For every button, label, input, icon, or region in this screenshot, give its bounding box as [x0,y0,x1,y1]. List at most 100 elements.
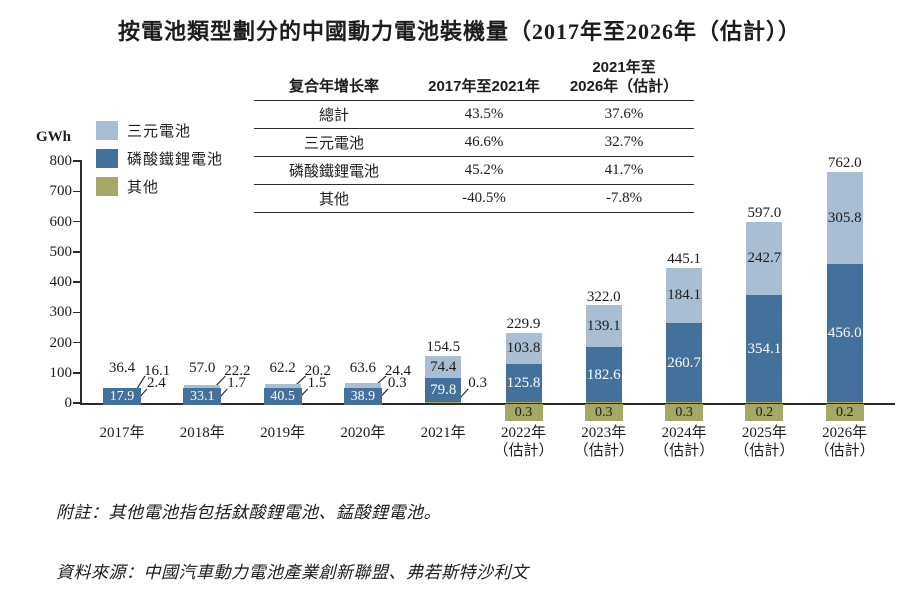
bar-segment-other [826,402,863,403]
y-tick-label-700: 700 [49,183,73,200]
x-axis-label-2024: 2024年 （估計） [654,425,715,459]
legend-label-lfp: 磷酸鐵鋰電池 [127,151,224,168]
bar-label-ternary: 74.4 [430,358,457,375]
cagr-row-label: 其他 [318,192,349,208]
legend-swatch-lfp [96,148,118,168]
bar-label-ternary: 22.2 [224,363,251,379]
bar-label-other: 1.5 [307,375,327,391]
x-axis-label-2018: 2018年 [179,425,225,441]
chart-legend: 三元電池 磷酸鐵鋰電池 其他 [96,116,223,200]
y-tick-label-400: 400 [49,274,73,290]
bar-segment-lfp [666,323,703,403]
bar-label-lfp: 125.8 [506,375,541,392]
bar-label-ternary: 184.1 [667,287,701,304]
bar-total-label: 62.2 [269,360,296,376]
x-axis-label-2025: 2025年 （估計） [734,425,795,459]
footnote-source: 資料來源：中國汽車動力電池產業創新聯盟、弗若斯特沙利文 [56,563,529,582]
y-tick-mark-100 [73,372,80,374]
bar-label-ternary: 20.2 [304,363,331,379]
bar-segment-lfp [746,295,783,403]
bar-total-label: 445.1 [667,251,701,268]
cagr-row-label: 三元電池 [303,136,364,152]
bar-label-ternary: 103.8 [506,340,541,357]
y-tick-mark-700 [73,190,80,192]
y-tick-mark-800 [73,160,80,162]
y-tick-mark-200 [73,341,80,344]
cagr-row-1: 三元電池 46.6% 32.7% [254,129,694,157]
chart-title: 按電池類型劃分的中國動力電池裝機量（2017年至2026年（估計）） [117,19,801,44]
cagr-row-value: 32.7% [604,134,644,150]
cagr-table: 复合年增长率 2017年至2021年 2021年至 2026年（估計） 總計 43… [254,58,694,213]
bar-total-label: 229.9 [506,316,541,333]
x-axis-label-2020: 2020年 [340,425,386,441]
bar-label-other: 2.4 [147,375,166,391]
x-axis-label-2022: 2022年 （估計） [493,425,554,459]
legend-item-lfp: 磷酸鐵鋰電池 [96,144,223,172]
cagr-row-value: 45.2% [464,162,504,178]
bar-segment-other [585,402,622,403]
cagr-row-value: 41.7% [604,162,644,178]
y-tick-mark-600 [73,220,80,223]
y-tick-mark-500 [73,251,80,253]
footnote-note: 附註：其他電池指包括鈦酸鋰電池、錳酸鋰電池。 [56,503,441,522]
bar-segment-ternary [585,304,622,347]
cagr-row-label: 磷酸鐵鋰電池 [288,164,379,180]
bar-segment-other [425,402,462,403]
x-axis-line [80,403,895,405]
bar-label-ternary: 24.4 [384,363,412,379]
y-tick-mark-400 [73,281,80,283]
bar-segment-lfp [826,264,863,403]
legend-label-other: 其他 [127,179,160,196]
bar-segment-ternary [746,221,783,296]
y-tick-label-300: 300 [49,304,73,321]
bar-label-lfp: 79.8 [430,382,457,399]
cagr-header-2021-2026: 2021年至 2026年（估計） [569,59,679,95]
bar-label-lfp: 33.1 [183,388,222,405]
bar-label-other: 0.3 [504,404,543,421]
bar-total-label: 63.6 [349,360,377,376]
cagr-row-label: 總計 [318,108,349,124]
y-tick-mark-0 [73,402,80,404]
bar-label-other: 0.3 [584,404,623,421]
legend-item-ternary: 三元電池 [96,116,223,144]
y-tick-label-600: 600 [49,213,73,230]
bar-segment-other [746,402,783,403]
bar-segment-ternary [505,332,542,365]
bar-label-lfp: 38.9 [343,388,382,405]
bar-segment-other [666,402,703,403]
cagr-row-value: -40.5% [462,190,506,206]
bar-label-ternary: 242.7 [747,250,782,267]
cagr-row-value: 43.5% [464,106,504,122]
y-axis-line [80,160,82,403]
y-tick-mark-300 [73,311,80,313]
bar-label-ternary: 139.1 [586,317,621,334]
bar-label-lfp: 456.0 [827,325,862,342]
cagr-row-2: 磷酸鐵鋰電池 45.2% 41.7% [254,157,694,185]
x-axis-label-2019: 2019年 [260,425,306,441]
cagr-row-value: 46.6% [464,134,504,150]
y-tick-label-500: 500 [49,243,73,260]
bar-label-other: 0.2 [825,404,864,421]
bar-segment-lfp [585,346,622,403]
cagr-header-2017-2021: 2017年至2021年 [428,78,540,95]
bar-label-other: 0.2 [745,404,784,421]
cagr-row-3: 其他 -40.5% -7.8% [254,185,694,213]
x-axis-label-2021: 2021年 [420,425,466,441]
bar-label-other: 0.3 [387,375,407,391]
x-axis-label-2017: 2017年 [99,425,145,441]
x-axis-label-2023: 2023年 （估計） [573,425,634,459]
bar-segment-ternary [425,355,462,379]
bar-label-ternary: 16.1 [144,363,171,379]
y-axis-unit-label: GWh [36,129,72,145]
bar-label-lfp: 260.7 [667,354,701,371]
bar-label-lfp: 17.9 [103,388,141,405]
cagr-table-header: 复合年增长率 2017年至2021年 2021年至 2026年（估計） [254,58,694,101]
bar-label-other: 1.7 [227,375,247,391]
legend-swatch-other [96,176,118,196]
bar-segment-ternary [264,383,301,390]
bar-segment-lfp [425,378,462,403]
legend-swatch-ternary [96,120,118,140]
bar-total-label: 36.4 [108,360,136,376]
